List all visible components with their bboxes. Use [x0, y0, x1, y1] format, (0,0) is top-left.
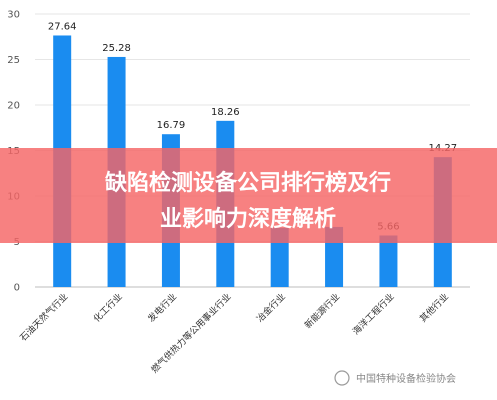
- banner-title-line1: 缺陷检测设备公司排行榜及行: [105, 170, 391, 196]
- banner-title-line2: 业影响力深度解析: [160, 206, 336, 232]
- x-category-label: 新能源行业: [302, 291, 342, 331]
- y-tick-label: 0: [14, 283, 20, 294]
- title-banner: [0, 148, 497, 243]
- y-tick-label: 30: [7, 10, 20, 21]
- x-category-label: 石油天然气行业: [17, 291, 70, 344]
- watermark-text: 中国特种设备检验协会: [356, 372, 456, 385]
- watermark: 中国特种设备检验协会: [334, 370, 456, 386]
- x-category-label: 其他行业: [417, 291, 451, 325]
- bar-data-label: 16.79: [157, 120, 186, 131]
- x-category-label: 发电行业: [145, 291, 179, 325]
- wechat-icon: [334, 370, 350, 386]
- bar-data-label: 25.28: [102, 43, 131, 54]
- y-tick-label: 25: [7, 55, 20, 66]
- bar-data-label: 18.26: [211, 107, 240, 118]
- bar: [379, 235, 398, 287]
- x-category-label: 海洋工程行业: [350, 291, 397, 338]
- x-category-label: 化工行业: [91, 291, 125, 325]
- y-tick-label: 20: [7, 101, 20, 112]
- x-category-label: 冶金行业: [254, 291, 288, 325]
- bar-data-label: 27.64: [48, 21, 77, 32]
